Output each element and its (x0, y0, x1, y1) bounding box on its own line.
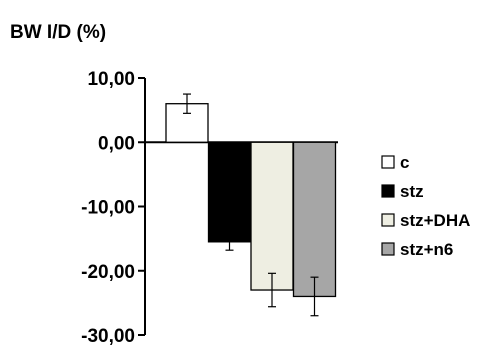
bars (165, 103, 337, 298)
y-tick-label: -10,00 (81, 198, 135, 219)
legend-swatch (381, 242, 395, 256)
bar-stz-dha (250, 141, 294, 291)
legend-swatch (381, 213, 395, 227)
legend-label: stz+n6 (400, 240, 453, 259)
legend-label: stz (400, 182, 424, 201)
y-tick-label: 0,00 (98, 133, 135, 154)
bar-stz (207, 141, 252, 243)
legend: c stz stz+DHA stz+n6 (381, 153, 470, 259)
y-tick-label: -20,00 (81, 262, 135, 283)
y-tick-label: 10,00 (87, 69, 135, 90)
bar-stz-n6 (292, 141, 337, 298)
legend-label: c (400, 153, 409, 172)
legend-swatch (381, 184, 395, 198)
error-bars (183, 93, 319, 317)
chart-title: BW I/D (%) (10, 22, 106, 43)
legend-label: stz+DHA (400, 211, 470, 230)
y-axis: 10,00 0,00 -10,00 -20,00 -30,00 (81, 69, 338, 347)
y-tick-label: -30,00 (81, 326, 135, 347)
legend-swatch (381, 155, 395, 169)
